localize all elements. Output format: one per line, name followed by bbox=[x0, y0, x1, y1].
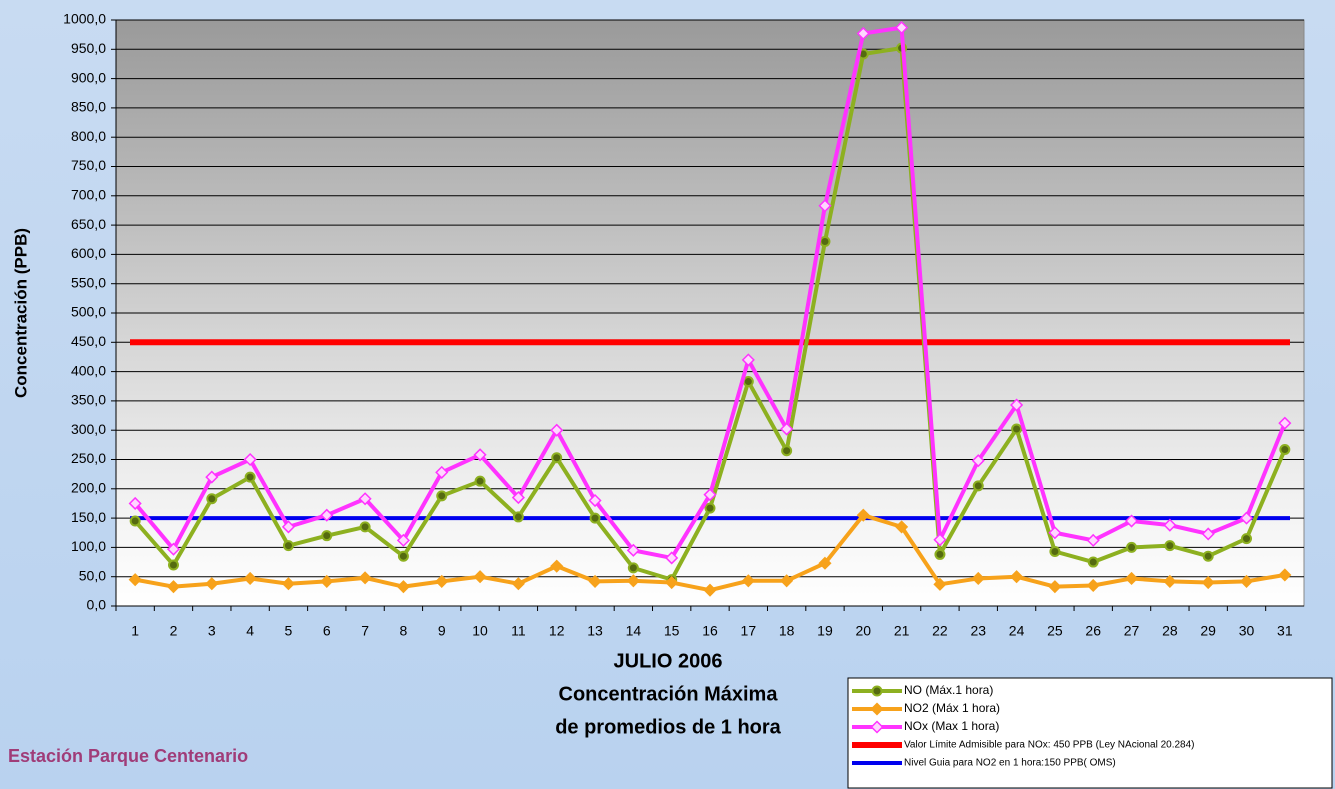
data-point bbox=[782, 446, 791, 455]
y-axis-label: Concentración (PPB) bbox=[11, 228, 30, 398]
data-point bbox=[437, 491, 446, 500]
data-point bbox=[820, 237, 829, 246]
x-tick-label: 25 bbox=[1047, 623, 1063, 639]
legend-label: NOx (Max 1 hora) bbox=[904, 719, 999, 733]
data-point bbox=[514, 512, 523, 521]
x-tick-label: 5 bbox=[285, 623, 293, 639]
y-tick-label: 300,0 bbox=[71, 421, 106, 437]
y-tick-label: 550,0 bbox=[71, 274, 106, 290]
x-axis-label: JULIO 2006 bbox=[614, 650, 723, 672]
data-point bbox=[322, 531, 331, 540]
x-tick-label: 24 bbox=[1009, 623, 1025, 639]
data-point bbox=[169, 560, 178, 569]
legend-label: NO2 (Máx 1 hora) bbox=[904, 701, 1000, 715]
x-tick-label: 6 bbox=[323, 623, 331, 639]
data-point bbox=[629, 563, 638, 572]
data-point bbox=[399, 552, 408, 561]
data-point bbox=[361, 522, 370, 531]
y-tick-label: 600,0 bbox=[71, 245, 106, 261]
x-tick-label: 22 bbox=[932, 623, 948, 639]
y-tick-label: 200,0 bbox=[71, 480, 106, 496]
y-tick-label: 100,0 bbox=[71, 538, 106, 554]
y-tick-label: 150,0 bbox=[71, 509, 106, 525]
legend-label: Valor Límite Admisible para NOx: 450 PPB… bbox=[904, 740, 1195, 751]
data-point bbox=[1242, 534, 1251, 543]
x-tick-label: 1 bbox=[131, 623, 139, 639]
data-point bbox=[744, 377, 753, 386]
x-tick-label: 23 bbox=[970, 623, 986, 639]
x-tick-label: 2 bbox=[170, 623, 178, 639]
y-tick-label: 250,0 bbox=[71, 450, 106, 466]
x-tick-label: 16 bbox=[702, 623, 718, 639]
x-tick-label: 4 bbox=[246, 623, 254, 639]
x-tick-label: 27 bbox=[1124, 623, 1140, 639]
x-tick-label: 12 bbox=[549, 623, 565, 639]
x-tick-label: 21 bbox=[894, 623, 910, 639]
data-point bbox=[591, 514, 600, 523]
data-point bbox=[476, 477, 485, 486]
data-point bbox=[1089, 558, 1098, 567]
x-tick-label: 13 bbox=[587, 623, 603, 639]
x-tick-label: 9 bbox=[438, 623, 446, 639]
x-tick-label: 3 bbox=[208, 623, 216, 639]
x-axis-label: de promedios de 1 hora bbox=[555, 716, 781, 738]
legend-label: NO (Máx.1 hora) bbox=[904, 683, 993, 697]
data-point bbox=[1050, 547, 1059, 556]
data-point bbox=[131, 517, 140, 526]
chart: Concentración (PPB) JULIO 2006 Concentra… bbox=[0, 0, 1335, 789]
data-point bbox=[284, 541, 293, 550]
y-tick-label: 800,0 bbox=[71, 128, 106, 144]
station-label: Estación Parque Centenario bbox=[8, 746, 248, 766]
data-point bbox=[873, 687, 882, 696]
x-tick-label: 30 bbox=[1239, 623, 1255, 639]
data-point bbox=[1280, 445, 1289, 454]
data-point bbox=[706, 504, 715, 513]
y-tick-label: 1000,0 bbox=[63, 11, 106, 27]
data-point bbox=[246, 473, 255, 482]
x-axis-label: Concentración Máxima bbox=[559, 683, 779, 705]
data-point bbox=[1012, 425, 1021, 434]
y-tick-label: 950,0 bbox=[71, 40, 106, 56]
y-tick-label: 700,0 bbox=[71, 187, 106, 203]
y-tick-label: 0,0 bbox=[87, 597, 107, 613]
x-tick-label: 17 bbox=[741, 623, 757, 639]
y-tick-label: 500,0 bbox=[71, 304, 106, 320]
data-point bbox=[974, 481, 983, 490]
x-tick-label: 14 bbox=[626, 623, 642, 639]
y-tick-label: 350,0 bbox=[71, 392, 106, 408]
x-tick-label: 20 bbox=[856, 623, 872, 639]
x-tick-label: 26 bbox=[1085, 623, 1101, 639]
y-tick-label: 900,0 bbox=[71, 69, 106, 85]
data-point bbox=[1127, 543, 1136, 552]
data-point bbox=[207, 494, 216, 503]
y-tick-label: 50,0 bbox=[79, 567, 106, 583]
y-tick-label: 650,0 bbox=[71, 216, 106, 232]
x-tick-label: 10 bbox=[472, 623, 488, 639]
y-tick-label: 750,0 bbox=[71, 157, 106, 173]
x-tick-label: 19 bbox=[817, 623, 833, 639]
y-tick-label: 450,0 bbox=[71, 333, 106, 349]
y-tick-label: 400,0 bbox=[71, 362, 106, 378]
legend-label: Nivel Guia para NO2 en 1 hora:150 PPB( O… bbox=[904, 758, 1116, 769]
x-tick-label: 28 bbox=[1162, 623, 1178, 639]
data-point bbox=[552, 453, 561, 462]
x-tick-label: 29 bbox=[1200, 623, 1216, 639]
x-tick-label: 8 bbox=[400, 623, 408, 639]
x-tick-label: 7 bbox=[361, 623, 369, 639]
x-tick-label: 31 bbox=[1277, 623, 1293, 639]
x-tick-label: 18 bbox=[779, 623, 795, 639]
x-tick-label: 15 bbox=[664, 623, 680, 639]
data-point bbox=[935, 550, 944, 559]
y-tick-label: 850,0 bbox=[71, 99, 106, 115]
data-point bbox=[1204, 552, 1213, 561]
page: {"chart_data": {"type": "line", "y_label… bbox=[0, 0, 1335, 789]
data-point bbox=[1165, 541, 1174, 550]
x-tick-label: 11 bbox=[511, 623, 526, 639]
